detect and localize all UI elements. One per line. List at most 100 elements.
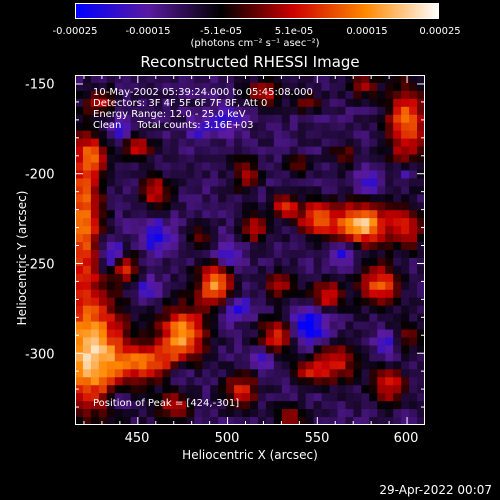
heatmap-cell bbox=[353, 162, 362, 172]
heatmap-cell bbox=[218, 337, 227, 347]
heatmap-cell bbox=[82, 377, 92, 386]
heatmap-cell bbox=[361, 218, 370, 227]
heatmap-cell bbox=[178, 178, 187, 187]
heatmap-cell bbox=[393, 194, 402, 203]
heatmap-cell bbox=[385, 265, 394, 275]
heatmap-cell bbox=[210, 345, 219, 354]
heatmap-cell bbox=[242, 321, 251, 331]
heatmap-cell bbox=[385, 393, 394, 402]
heatmap-cell bbox=[265, 130, 275, 140]
heatmap-cell bbox=[377, 273, 386, 283]
heatmap-cell bbox=[417, 234, 425, 243]
heatmap-cell bbox=[345, 170, 354, 179]
heatmap-cell bbox=[321, 257, 331, 267]
colorbar bbox=[75, 3, 439, 19]
heatmap-cell bbox=[409, 90, 418, 100]
heatmap-cell bbox=[401, 226, 410, 235]
heatmap-cell bbox=[242, 281, 251, 291]
heatmap-cell bbox=[377, 329, 386, 339]
heatmap-cell bbox=[329, 242, 339, 251]
heatmap-cell bbox=[82, 305, 92, 315]
heatmap-cell bbox=[417, 178, 425, 187]
heatmap-cell bbox=[146, 234, 156, 243]
heatmap-cell bbox=[242, 377, 251, 386]
heatmap-cell bbox=[186, 130, 195, 140]
heatmap-cell bbox=[242, 146, 251, 156]
heatmap-cell bbox=[401, 409, 410, 418]
heatmap-cell bbox=[361, 321, 370, 331]
heatmap-cell bbox=[273, 401, 283, 410]
heatmap-cell bbox=[305, 353, 315, 362]
heatmap-cell bbox=[226, 194, 235, 203]
heatmap-cell bbox=[409, 210, 418, 219]
heatmap-cell bbox=[75, 130, 84, 140]
heatmap-cell bbox=[210, 226, 219, 235]
heatmap-cell bbox=[234, 377, 243, 386]
heatmap-cell bbox=[337, 369, 347, 378]
heatmap-cell bbox=[369, 321, 378, 331]
heatmap-cell bbox=[234, 321, 243, 331]
heatmap-cell bbox=[122, 377, 132, 386]
heatmap-cell bbox=[377, 281, 386, 291]
heatmap-cell bbox=[257, 162, 267, 172]
heatmap-cell bbox=[218, 194, 227, 203]
heatmap-cell bbox=[226, 329, 235, 339]
heatmap-cell bbox=[297, 257, 307, 267]
heatmap-cell bbox=[130, 130, 140, 140]
heatmap-cell bbox=[297, 162, 307, 172]
heatmap-cell bbox=[75, 186, 84, 195]
heatmap-cell bbox=[194, 178, 203, 187]
heatmap-cell bbox=[329, 138, 339, 148]
heatmap-cell bbox=[186, 281, 195, 291]
heatmap-cell bbox=[393, 186, 402, 195]
heatmap-cell bbox=[170, 98, 179, 108]
heatmap-cell bbox=[242, 337, 251, 347]
heatmap-cell bbox=[210, 162, 219, 172]
heatmap-cell bbox=[321, 114, 331, 124]
heatmap-cell bbox=[178, 305, 187, 315]
heatmap-cell bbox=[385, 146, 394, 156]
heatmap-cell bbox=[138, 305, 148, 315]
heatmap-cell bbox=[170, 90, 179, 100]
heatmap-cell bbox=[186, 337, 195, 347]
heatmap-cell bbox=[106, 162, 116, 172]
heatmap-cell bbox=[138, 218, 148, 227]
heatmap-cell bbox=[210, 250, 219, 259]
heatmap-cell bbox=[82, 257, 92, 267]
heatmap-cell bbox=[337, 210, 347, 219]
heatmap-cell bbox=[122, 75, 132, 84]
heatmap-cell bbox=[385, 98, 394, 108]
heatmap-cell bbox=[257, 82, 267, 92]
heatmap-cell bbox=[401, 250, 410, 259]
heatmap-cell bbox=[313, 114, 323, 124]
heatmap-cell bbox=[186, 162, 195, 172]
heatmap-cell bbox=[401, 186, 410, 195]
heatmap-cell bbox=[250, 321, 259, 331]
heatmap-cell bbox=[122, 273, 132, 283]
heatmap-cell bbox=[186, 250, 195, 259]
heatmap-cell bbox=[297, 305, 307, 315]
heatmap-cell bbox=[361, 417, 370, 425]
heatmap-cell bbox=[242, 409, 251, 418]
heatmap-cell bbox=[250, 210, 259, 219]
heatmap-cell bbox=[242, 154, 251, 164]
heatmap-cell bbox=[75, 154, 84, 164]
heatmap-cell bbox=[186, 194, 195, 203]
heatmap-cell bbox=[353, 401, 362, 410]
heatmap-cell bbox=[321, 186, 331, 195]
heatmap-cell bbox=[106, 170, 116, 179]
heatmap-cell bbox=[186, 345, 195, 354]
heatmap-cell bbox=[265, 329, 275, 339]
heatmap-cell bbox=[98, 122, 108, 132]
heatmap-cell bbox=[361, 369, 370, 378]
heatmap-cell bbox=[417, 138, 425, 148]
heatmap-cell bbox=[305, 194, 315, 203]
heatmap-cell bbox=[186, 146, 195, 156]
heatmap-cell bbox=[138, 106, 148, 116]
heatmap-cell bbox=[242, 305, 251, 315]
heatmap-cell bbox=[250, 265, 259, 275]
heatmap-cell bbox=[401, 329, 410, 339]
heatmap-cell bbox=[162, 202, 172, 211]
heatmap-cell bbox=[75, 265, 84, 275]
heatmap-cell bbox=[82, 170, 92, 179]
